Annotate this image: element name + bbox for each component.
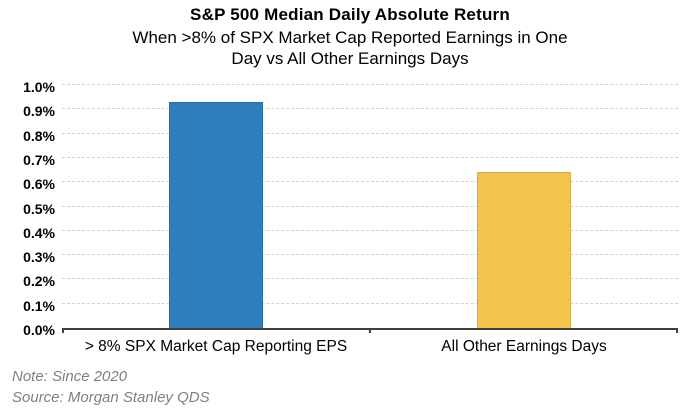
footnotes: Note: Since 2020 Source: Morgan Stanley … xyxy=(12,367,210,408)
gridline xyxy=(62,229,678,231)
x-axis-category-label: > 8% SPX Market Cap Reporting EPS xyxy=(84,338,348,355)
y-axis-tick-label: 0.0% xyxy=(23,322,55,338)
x-axis-tick-right xyxy=(676,328,678,333)
y-axis-tick-label: 1.0% xyxy=(23,79,55,95)
x-axis-tick-middle xyxy=(369,328,371,333)
gridline xyxy=(62,156,678,158)
gridline xyxy=(62,108,678,110)
y-axis-tick-label: 0.3% xyxy=(23,249,55,266)
bar-reporting-eps xyxy=(169,102,263,328)
gridline xyxy=(62,181,678,183)
x-axis-tick-left xyxy=(62,328,64,333)
y-axis-tick-label: 0.1% xyxy=(23,297,55,314)
note-line: Note: Since 2020 xyxy=(12,368,128,385)
y-axis-tick-label: 0.7% xyxy=(23,151,55,168)
gridline xyxy=(62,132,678,134)
gridline xyxy=(62,84,678,85)
chart-subtitle: When >8% of SPX Market Cap Reported Earn… xyxy=(0,27,700,69)
y-axis-tick-label: 0.6% xyxy=(23,176,55,193)
gridline xyxy=(62,205,678,207)
plot-area xyxy=(62,84,678,333)
bar-all-other-days xyxy=(477,172,571,328)
y-axis-tick-label: 0.5% xyxy=(23,200,55,217)
chart-title: S&P 500 Median Daily Absolute Return xyxy=(190,5,510,24)
source-line: Source: Morgan Stanley QDS xyxy=(12,388,210,406)
gridline xyxy=(62,278,678,280)
y-axis-tick-label: 0.8% xyxy=(23,127,55,144)
y-axis-tick-label: 0.9% xyxy=(23,103,55,120)
chart-subtitle-line-1: When >8% of SPX Market Cap Reported Earn… xyxy=(132,28,568,47)
chart-subtitle-line-2: Day vs All Other Earnings Days xyxy=(231,49,469,68)
x-axis-category-label: All Other Earnings Days xyxy=(441,338,607,355)
gridline xyxy=(62,254,678,256)
y-axis-tick-label: 0.4% xyxy=(23,224,55,241)
gridline xyxy=(62,302,678,304)
y-axis-tick-label: 0.2% xyxy=(23,273,55,290)
